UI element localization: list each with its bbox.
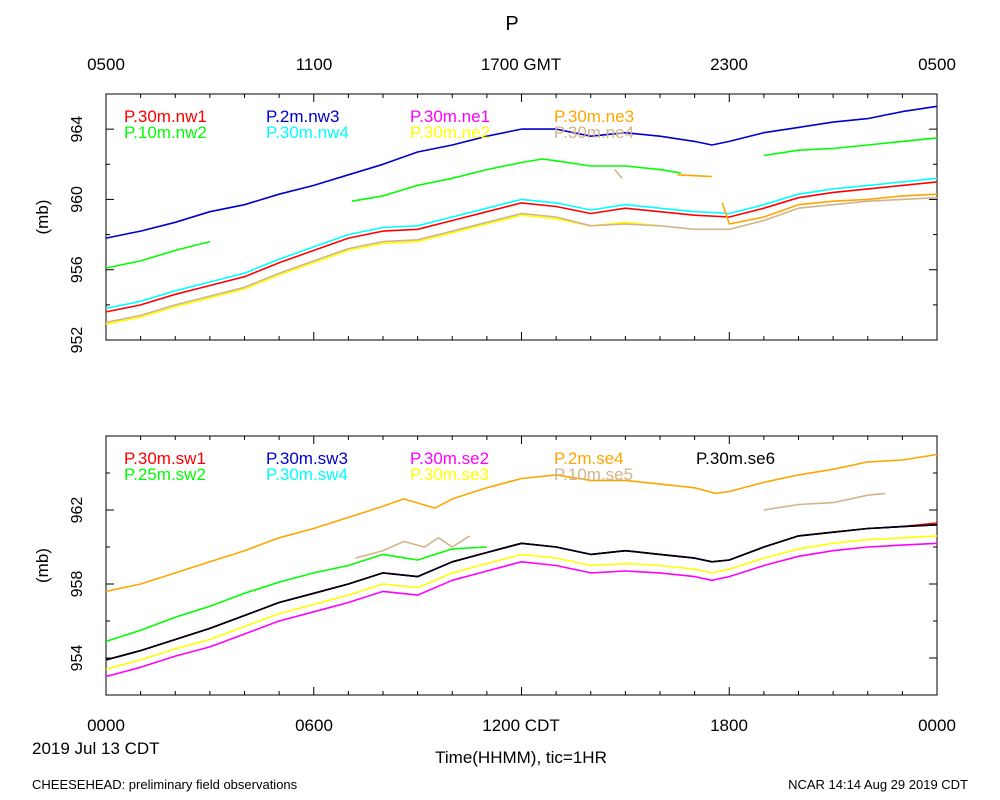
series-line-P.30m.ne3 [721,193,938,225]
top-axis-tick-label: 0500 [918,55,956,74]
series-line-P.2m.nw3 [105,105,938,239]
series-line-P.2m.se4 [105,453,938,593]
y-tick-label: 956 [69,256,86,283]
footer-right: NCAR 14:14 Aug 29 2019 CDT [788,777,968,792]
plot-frame [105,435,938,696]
series-line-P.10m.se5 [763,492,886,511]
legend-entry-P.30m.se2: P.30m.se2 [410,449,489,468]
series-line-P.10m.nw2 [105,240,211,269]
legend-entry-P.30m.nw4: P.30m.nw4 [266,123,349,142]
legend-entry-P.10m.se5: P.10m.se5 [554,465,633,484]
series-line-P.30m.ne4 [614,169,623,179]
series-line-P.30m.se6 [105,524,938,661]
bottom-axis-tick-label: 1200 CDT [482,716,559,735]
y-tick-label: 958 [69,571,86,598]
y-tick-label: 962 [69,497,86,524]
legend-entry-P.30m.sw1: P.30m.sw1 [124,449,206,468]
series-line-P.10m.nw2 [351,158,681,202]
series-line-P.10m.se5 [355,535,471,559]
footer-left: CHEESEHEAD: preliminary field observatio… [32,777,298,792]
legend-entry-P.30m.ne2: P.30m.ne2 [410,123,490,142]
legend-entry-P.2m.se4: P.2m.se4 [554,449,624,468]
series-line-P.30m.se3 [105,535,938,670]
y-tick-label: 960 [69,186,86,213]
series-line-P.30m.nw4 [105,177,938,310]
legend-entry-P.25m.sw2: P.25m.sw2 [124,465,206,484]
series-line-P.10m.nw2 [763,137,938,157]
legend-entry-P.2m.nw3: P.2m.nw3 [266,107,339,126]
bottom-axis-tick-label: 1800 [710,716,748,735]
legend-entry-P.30m.ne4: P.30m.ne4 [554,123,634,142]
y-axis-label: (mb) [33,200,52,235]
plot-frame [105,93,938,341]
legend-entry-P.30m.se6: P.30m.se6 [696,449,775,468]
top-axis-tick-label: 2300 [710,55,748,74]
x-axis-label: Time(HHMM), tic=1HR [435,748,607,767]
top-axis-labels: 0500 1100 1700 GMT 2300 0500 [87,55,956,74]
y-tick-label: 954 [69,645,86,672]
y-tick-label: 952 [69,327,86,354]
y-tick-label: 964 [69,116,86,143]
top-axis-tick-label: 0500 [87,55,125,74]
bottom-axis-tick-label: 0000 [918,716,956,735]
date-label: 2019 Jul 13 CDT [32,739,160,758]
y-axis-label: (mb) [33,548,52,583]
legend-entry-P.30m.ne3: P.30m.ne3 [554,107,634,126]
series-line-P.30m.ne3 [677,174,712,178]
series-line-P.30m.ne2 [105,214,661,325]
legend-entry-P.30m.ne1: P.30m.ne1 [410,107,490,126]
legend-entry-P.30m.sw4: P.30m.sw4 [266,465,348,484]
bottom-axis-tick-label: 0600 [295,716,333,735]
top-axis-tick-label: 1100 [296,55,333,74]
chart-title: P [505,13,518,35]
series-line-P.30m.ne4 [105,196,938,324]
legend-entry-P.10m.nw2: P.10m.nw2 [124,123,207,142]
legend-entry-P.30m.sw3: P.30m.sw3 [266,449,348,468]
bottom-axis-tick-label: 0000 [87,716,125,735]
legend-entry-P.30m.nw1: P.30m.nw1 [124,107,207,126]
series-line-P.30m.se2 [105,542,938,678]
series-line-P.30m.nw1 [105,181,938,313]
bottom-axis-labels: 0000 0600 1200 CDT 1800 0000 [87,716,956,735]
legend-entry-P.30m.se3: P.30m.se3 [410,465,489,484]
top-axis-tick-label: 1700 GMT [481,55,561,74]
series-line-P.25m.sw2 [105,546,487,643]
